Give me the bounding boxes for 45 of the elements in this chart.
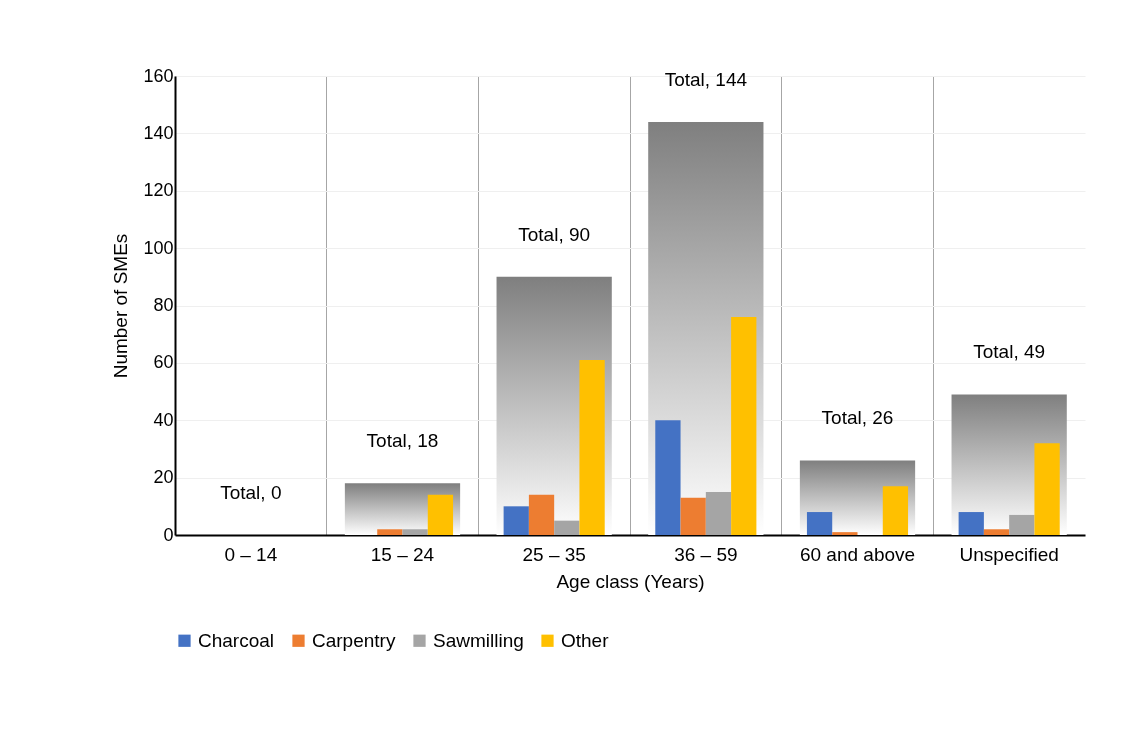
data-label: Total, 90 bbox=[518, 223, 591, 245]
data-label: Total, 26 bbox=[821, 407, 894, 429]
x-tick-label: 36 – 59 bbox=[674, 543, 738, 565]
legend-label: Other bbox=[561, 629, 610, 651]
bar bbox=[983, 529, 1010, 535]
y-tick-label: 140 bbox=[143, 122, 174, 143]
y-tick-label: 60 bbox=[153, 352, 174, 373]
y-tick-label: 20 bbox=[153, 467, 174, 488]
legend-label: Carpentry bbox=[312, 629, 396, 651]
data-label: Total, 0 bbox=[220, 482, 282, 503]
legend-label: Charcoal bbox=[198, 629, 275, 651]
x-tick-label: 25 – 35 bbox=[522, 543, 586, 565]
x-tick-label: 60 and above bbox=[799, 543, 916, 565]
x-tick-label: 0 – 14 bbox=[224, 543, 278, 565]
bar bbox=[958, 512, 984, 535]
y-tick-label: 40 bbox=[153, 409, 174, 430]
bar bbox=[731, 316, 757, 535]
data-label: Total, 49 bbox=[973, 341, 1046, 363]
bar bbox=[1009, 514, 1035, 535]
y-tick-label: 0 bbox=[163, 524, 174, 545]
y-tick-label: 160 bbox=[143, 65, 174, 86]
bar bbox=[806, 512, 833, 535]
x-axis-title: Age class (Years) bbox=[556, 570, 705, 592]
bar bbox=[503, 506, 529, 535]
data-label: Total, 18 bbox=[366, 430, 439, 452]
bar bbox=[832, 532, 858, 535]
bar bbox=[882, 486, 909, 535]
bar bbox=[427, 494, 454, 535]
bar bbox=[402, 529, 428, 535]
bar bbox=[377, 529, 403, 535]
x-tick-label: 15 – 24 bbox=[370, 543, 435, 565]
bar bbox=[579, 360, 605, 535]
y-tick-label: 80 bbox=[153, 295, 174, 315]
bar bbox=[528, 494, 555, 535]
bar bbox=[705, 491, 732, 535]
bar bbox=[655, 420, 681, 535]
y-tick-label: 120 bbox=[143, 180, 174, 201]
bar bbox=[680, 497, 706, 535]
bar bbox=[554, 520, 580, 535]
y-axis-title: Number of SMEs bbox=[110, 233, 132, 379]
x-tick-label: Unspecified bbox=[959, 543, 1059, 565]
bar bbox=[1034, 443, 1060, 535]
legend-label: Sawmilling bbox=[433, 629, 524, 651]
data-label: Total, 144 bbox=[664, 68, 748, 90]
y-tick-label: 100 bbox=[143, 237, 174, 258]
